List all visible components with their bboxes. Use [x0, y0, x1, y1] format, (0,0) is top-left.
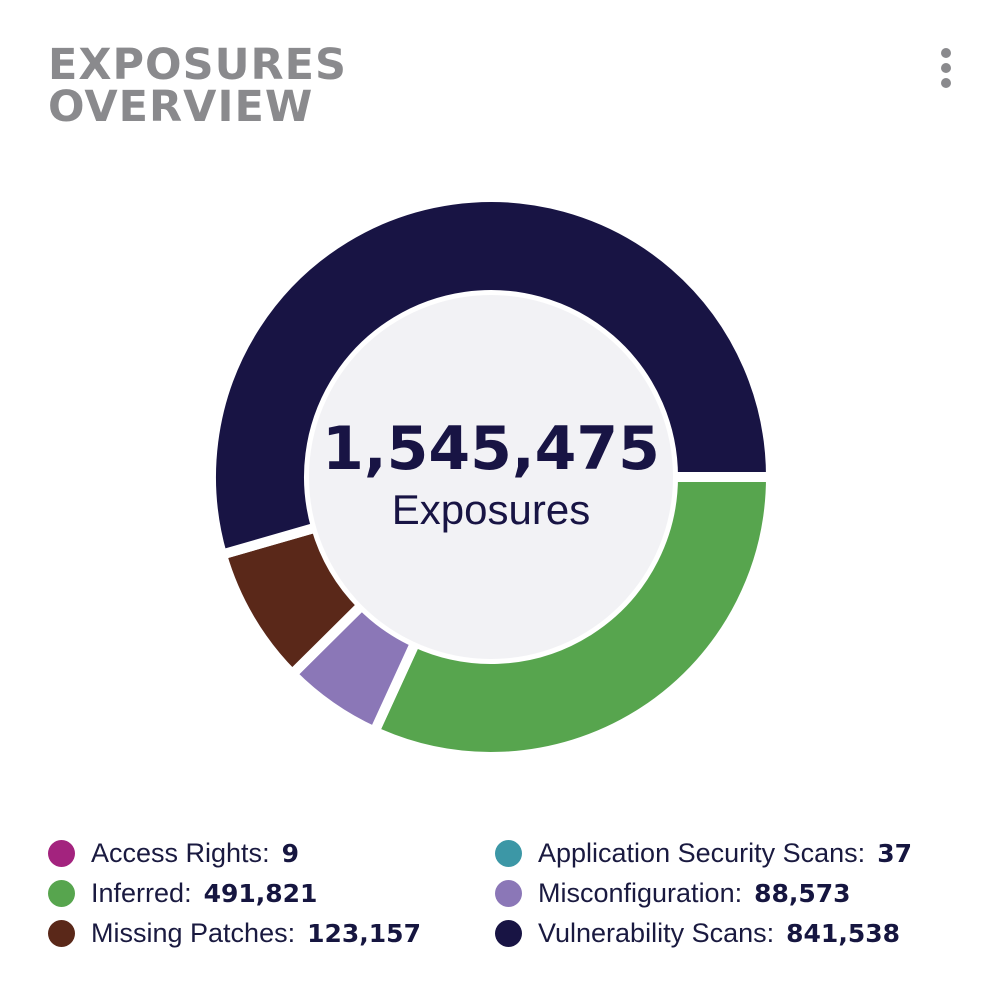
legend-separator: : [287, 918, 296, 948]
legend-swatch [48, 880, 75, 907]
legend-separator: : [262, 838, 270, 868]
legend-swatch [48, 840, 75, 867]
legend-value: 9 [281, 839, 299, 868]
legend-value: 37 [877, 839, 912, 868]
donut-center-value: 1,545,475 [322, 414, 660, 484]
legend-separator: : [766, 918, 775, 948]
legend-label: Inferred [91, 878, 185, 908]
kebab-menu-icon[interactable] [928, 44, 964, 92]
kebab-dot [941, 48, 951, 58]
legend-separator: : [857, 838, 866, 868]
legend-value: 491,821 [203, 879, 318, 908]
legend-value: 88,573 [754, 879, 851, 908]
legend-label: Vulnerability Scans [538, 918, 767, 948]
chart-title: EXPOSURES OVERVIEW [48, 40, 347, 132]
kebab-dot [941, 63, 951, 73]
legend-label: Missing Patches [91, 918, 288, 948]
legend-item-vulnerability-scans[interactable]: Vulnerability Scans: 841,538 [495, 918, 968, 949]
chart-title-line-2: OVERVIEW [48, 82, 314, 132]
legend-item-inferred[interactable]: Inferred: 491,821 [48, 878, 495, 909]
donut-center-disc [309, 295, 673, 659]
legend-separator: : [734, 878, 743, 908]
legend-swatch [495, 840, 522, 867]
legend-swatch [495, 880, 522, 907]
legend-item-misconfiguration[interactable]: Misconfiguration: 88,573 [495, 878, 968, 909]
legend-swatch [48, 920, 75, 947]
kebab-dot [941, 78, 951, 88]
legend-label: Misconfiguration [538, 878, 735, 908]
legend-label: Application Security Scans [538, 838, 858, 868]
donut-center-label: Exposures [392, 486, 590, 533]
legend-item-missing-patches[interactable]: Missing Patches: 123,157 [48, 918, 495, 949]
donut-chart: 1,545,475 Exposures [206, 192, 777, 762]
legend-value: 123,157 [307, 919, 421, 948]
legend-item-access-rights[interactable]: Access Rights: 9 [48, 838, 495, 869]
legend-item-application-security-scans[interactable]: Application Security Scans: 37 [495, 838, 968, 869]
chart-title-line-1: EXPOSURES [48, 40, 347, 90]
legend-value: 841,538 [786, 919, 901, 948]
legend-separator: : [184, 878, 192, 908]
legend-label: Access Rights [91, 838, 263, 868]
legend-swatch [495, 920, 522, 947]
chart-legend: Access Rights: 9 Application Security Sc… [48, 838, 968, 949]
